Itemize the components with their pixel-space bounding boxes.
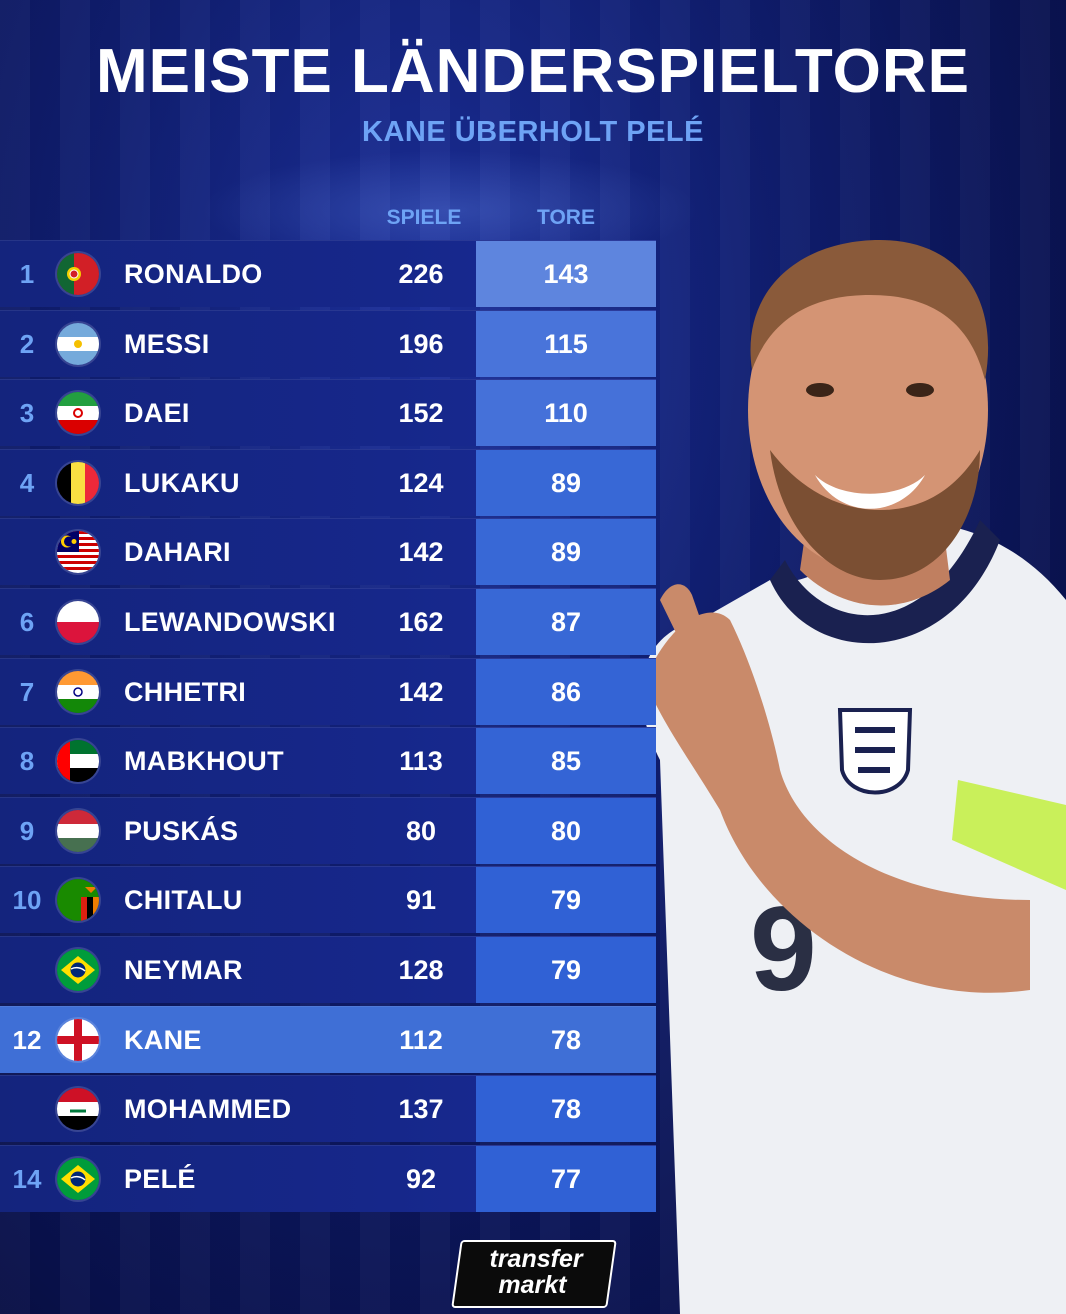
player-name: MABKHOUT bbox=[124, 746, 284, 777]
goals-value: 85 bbox=[476, 728, 656, 795]
table-row: 8 MABKHOUT 113 85 bbox=[0, 727, 656, 795]
brazil-flag-icon bbox=[57, 1157, 99, 1200]
games-value: 137 bbox=[398, 1094, 444, 1125]
games-value: 112 bbox=[399, 1024, 443, 1055]
player-name: KANE bbox=[124, 1024, 202, 1055]
table-row: 10 CHITALU 91 79 bbox=[0, 866, 656, 934]
games-value: 124 bbox=[398, 467, 444, 498]
rank-label: 4 bbox=[19, 467, 35, 498]
table-row: 14 PELÉ 92 77 bbox=[0, 1144, 656, 1212]
goals-value: 78 bbox=[476, 1006, 656, 1073]
rank-label: 7 bbox=[19, 676, 35, 707]
games-value: 113 bbox=[399, 746, 443, 777]
goals-value: 78 bbox=[476, 1076, 656, 1143]
table-row: 1 RONALDO 226 143 bbox=[0, 240, 656, 307]
iran-flag-icon bbox=[57, 392, 99, 435]
games-value: 80 bbox=[405, 815, 437, 846]
goals-value: 143 bbox=[476, 241, 656, 307]
player-name: MESSI bbox=[124, 328, 210, 359]
player-name: RONALDO bbox=[124, 259, 263, 289]
games-value: 152 bbox=[398, 398, 444, 429]
games-value: 128 bbox=[398, 954, 444, 985]
india-flag-icon bbox=[57, 670, 99, 713]
brazil-flag-icon bbox=[57, 948, 99, 991]
player-name: DAHARI bbox=[124, 537, 231, 568]
goals-value: 115 bbox=[476, 310, 656, 377]
games-value: 142 bbox=[398, 676, 444, 707]
logo-text-line2: markt bbox=[498, 1271, 567, 1299]
goals-value: 77 bbox=[476, 1145, 656, 1212]
goals-value: 79 bbox=[476, 936, 656, 1003]
table-row: 3 DAEI 152 110 bbox=[0, 379, 656, 447]
table-row: 9 PUSKÁS 80 80 bbox=[0, 796, 656, 864]
page-subtitle: KANE ÜBERHOLT PELÉ bbox=[362, 116, 704, 148]
rank-label bbox=[0, 937, 54, 1003]
uae-flag-icon bbox=[57, 740, 99, 783]
table-row: DAHARI 142 89 bbox=[0, 518, 656, 586]
column-header-goals: TORE bbox=[537, 206, 595, 229]
rank-label: 9 bbox=[19, 815, 35, 846]
table-row: 6 LEWANDOWSKI 162 87 bbox=[0, 587, 656, 655]
games-value: 92 bbox=[405, 1163, 437, 1194]
goals-value: 87 bbox=[476, 588, 656, 655]
player-name: CHITALU bbox=[124, 885, 243, 916]
rank-label: 3 bbox=[19, 398, 35, 429]
player-name: LUKAKU bbox=[124, 467, 240, 498]
belgium-flag-icon bbox=[57, 461, 99, 504]
england-flag-icon bbox=[57, 1018, 99, 1061]
goals-value: 89 bbox=[476, 519, 656, 586]
player-name: MOHAMMED bbox=[124, 1094, 292, 1125]
table-row: NEYMAR 128 79 bbox=[0, 935, 656, 1003]
games-value: 142 bbox=[398, 537, 444, 568]
goals-value: 79 bbox=[476, 867, 656, 934]
logo-text-line1: transfer bbox=[489, 1245, 583, 1273]
rank-label: 6 bbox=[19, 606, 35, 637]
poland-flag-icon bbox=[57, 600, 99, 643]
player-name: PUSKÁS bbox=[124, 815, 239, 846]
rank-label: 2 bbox=[19, 328, 35, 359]
rank-label: 12 bbox=[12, 1024, 42, 1055]
player-name: CHHETRI bbox=[124, 676, 247, 707]
goals-value: 86 bbox=[476, 658, 656, 725]
rank-label: 8 bbox=[19, 746, 35, 777]
table-row: 4 LUKAKU 124 89 bbox=[0, 448, 656, 516]
player-name: DAEI bbox=[124, 398, 190, 429]
goals-value: 110 bbox=[476, 380, 656, 447]
rank-label: 1 bbox=[19, 259, 35, 289]
iraq-flag-icon bbox=[57, 1088, 99, 1131]
games-value: 196 bbox=[398, 328, 444, 359]
ranking-table: 1 RONALDO 226 143 2 MESSI 196 115 3 DAEI 152 110 4 LU… bbox=[0, 240, 656, 1214]
hungary-flag-icon bbox=[57, 809, 99, 852]
malaysia-flag-icon bbox=[57, 531, 99, 574]
table-row: 2 MESSI 196 115 bbox=[0, 309, 656, 377]
table-row: 12 KANE 112 78 bbox=[0, 1005, 656, 1073]
page-title: MEISTE LÄNDERSPIELTORE bbox=[95, 37, 970, 106]
column-header-games: SPIELE bbox=[386, 206, 462, 229]
portugal-flag-icon bbox=[57, 253, 99, 295]
player-photo: 9 bbox=[641, 240, 1066, 1314]
argentina-flag-icon bbox=[57, 322, 99, 365]
zambia-flag-icon bbox=[57, 879, 99, 922]
goals-value: 89 bbox=[476, 449, 656, 516]
rank-label: 14 bbox=[12, 1163, 42, 1194]
games-value: 226 bbox=[398, 259, 444, 289]
table-row: MOHAMMED 137 78 bbox=[0, 1075, 656, 1143]
games-value: 91 bbox=[405, 885, 437, 916]
rank-label bbox=[0, 1076, 54, 1142]
rank-label bbox=[0, 519, 54, 585]
table-row: 7 CHHETRI 142 86 bbox=[0, 657, 656, 725]
player-name: PELÉ bbox=[124, 1163, 196, 1194]
player-name: LEWANDOWSKI bbox=[124, 606, 336, 637]
player-name: NEYMAR bbox=[124, 954, 243, 985]
games-value: 162 bbox=[398, 606, 444, 637]
goals-value: 80 bbox=[476, 797, 656, 864]
transfermarkt-logo: transfer markt bbox=[451, 1240, 617, 1308]
rank-label: 10 bbox=[12, 885, 42, 916]
